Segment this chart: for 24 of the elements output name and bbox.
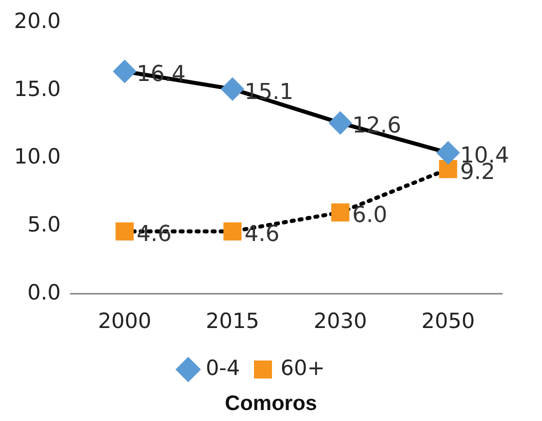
x-tick-label: 2000 [98,308,152,333]
point [437,142,460,164]
legend-label: 0-4 [206,356,240,380]
x-tick-label: 2030 [314,308,368,333]
point [329,112,352,134]
y-tick-label: 20.0 [14,9,61,34]
x-axis-title: Comoros [224,392,318,416]
data-label: 12.6 [352,114,402,139]
point [331,203,350,222]
y-tick-label: 10.0 [14,144,61,169]
y-tick-label: 5.0 [27,212,61,236]
y-tick-label: 0.0 [27,280,61,304]
legend-label: 60+ [280,356,325,380]
data-label: 6.0 [352,203,388,228]
point [223,222,242,240]
y-tick-label: 15.0 [14,76,61,101]
point [116,222,134,240]
point [221,78,244,100]
point [439,160,458,178]
data-label: 15.1 [244,80,294,105]
x-tick-label: 2050 [421,308,475,333]
x-tick-label: 2015 [206,308,260,333]
point [114,60,136,82]
data-label: 4.6 [244,222,280,248]
